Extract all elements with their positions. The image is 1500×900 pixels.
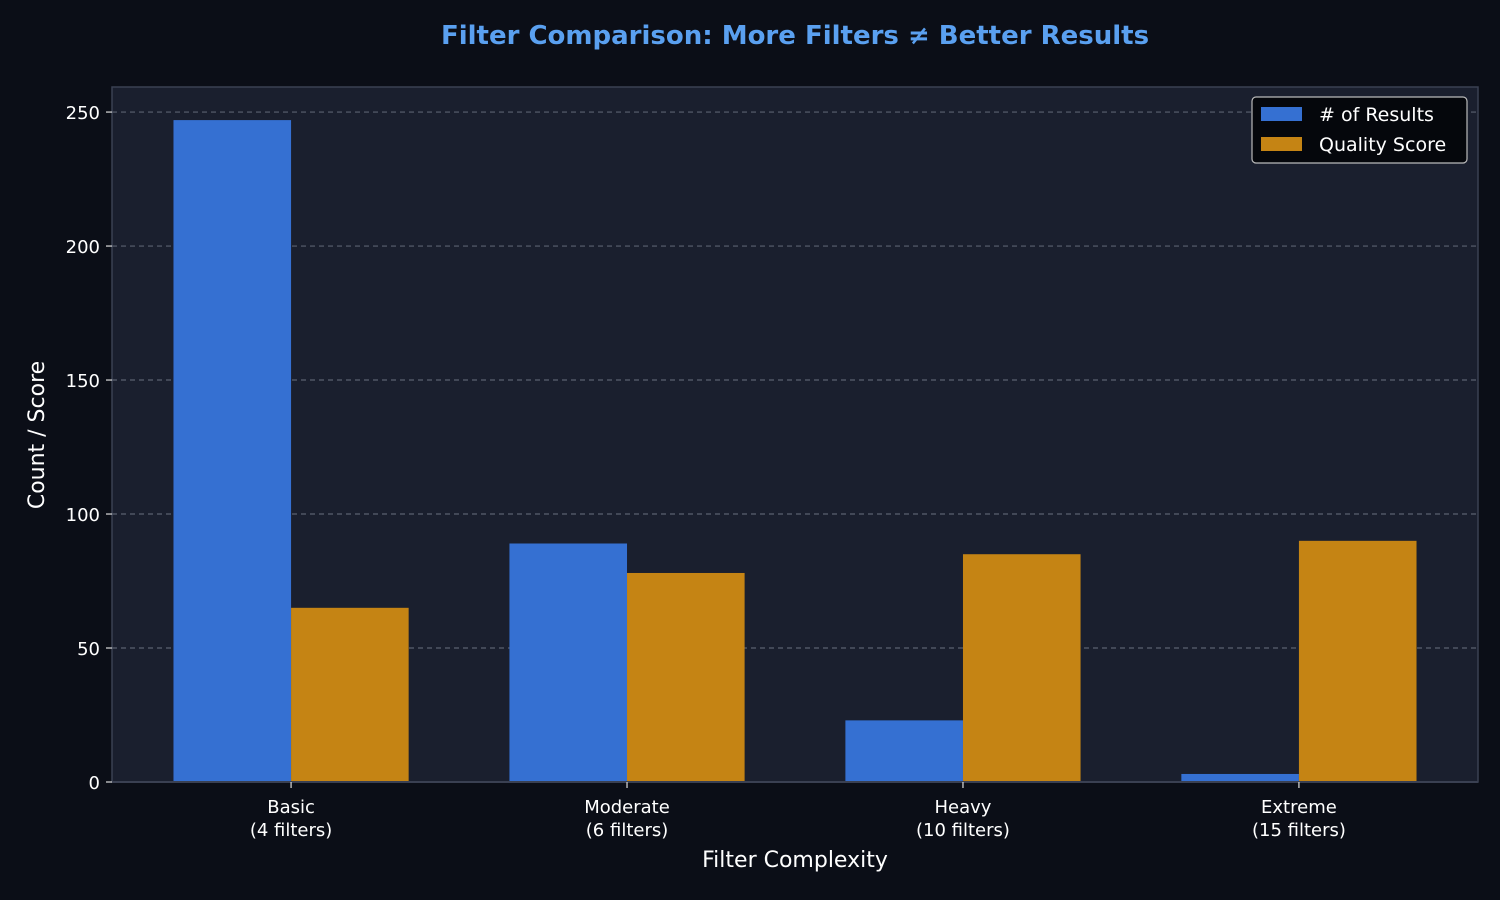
bar-results-3 bbox=[1181, 773, 1299, 782]
bar-results-1 bbox=[509, 543, 628, 782]
bar-results-2 bbox=[845, 720, 963, 782]
y-axis-label: Count / Score bbox=[25, 361, 50, 509]
x-tick-label: Basic bbox=[267, 797, 315, 818]
bar-quality-3 bbox=[1298, 540, 1417, 782]
y-tick-label: 0 bbox=[89, 773, 100, 794]
x-tick-label: (4 filters) bbox=[250, 820, 332, 841]
legend: # of Results Quality Score bbox=[1251, 96, 1468, 164]
x-axis-label: Filter Complexity bbox=[702, 848, 888, 873]
x-tick-label: Extreme bbox=[1261, 797, 1337, 818]
legend-swatch-quality bbox=[1261, 137, 1302, 151]
x-tick-label: Heavy bbox=[935, 797, 992, 818]
y-tick-label: 250 bbox=[66, 103, 100, 124]
y-tick-label: 200 bbox=[66, 237, 100, 258]
y-tick-label: 50 bbox=[77, 639, 100, 660]
legend-box bbox=[1251, 96, 1468, 164]
legend-swatch-results bbox=[1261, 107, 1302, 121]
bars bbox=[112, 120, 1478, 783]
y-axis-ticks: 0 50 100 150 200 250 bbox=[66, 103, 112, 794]
x-tick-label: (15 filters) bbox=[1252, 820, 1346, 841]
bar-quality-2 bbox=[962, 554, 1081, 782]
y-tick-label: 150 bbox=[66, 371, 100, 392]
x-tick-label: (10 filters) bbox=[916, 820, 1010, 841]
x-tick-label: (6 filters) bbox=[586, 820, 668, 841]
x-tick-label: Moderate bbox=[584, 797, 670, 818]
legend-label-quality: Quality Score bbox=[1319, 134, 1446, 156]
x-axis-ticks: Basic(4 filters) Moderate(6 filters) Heavy… bbox=[250, 782, 1346, 841]
bar-results-0 bbox=[173, 120, 292, 783]
bar-quality-0 bbox=[291, 607, 409, 782]
bar-quality-1 bbox=[627, 572, 745, 782]
y-tick-label: 100 bbox=[66, 505, 100, 526]
legend-label-results: # of Results bbox=[1319, 104, 1434, 126]
gridlines bbox=[112, 111, 1478, 649]
chart-title: Filter Comparison: More Filters ≠ Better… bbox=[441, 21, 1149, 51]
